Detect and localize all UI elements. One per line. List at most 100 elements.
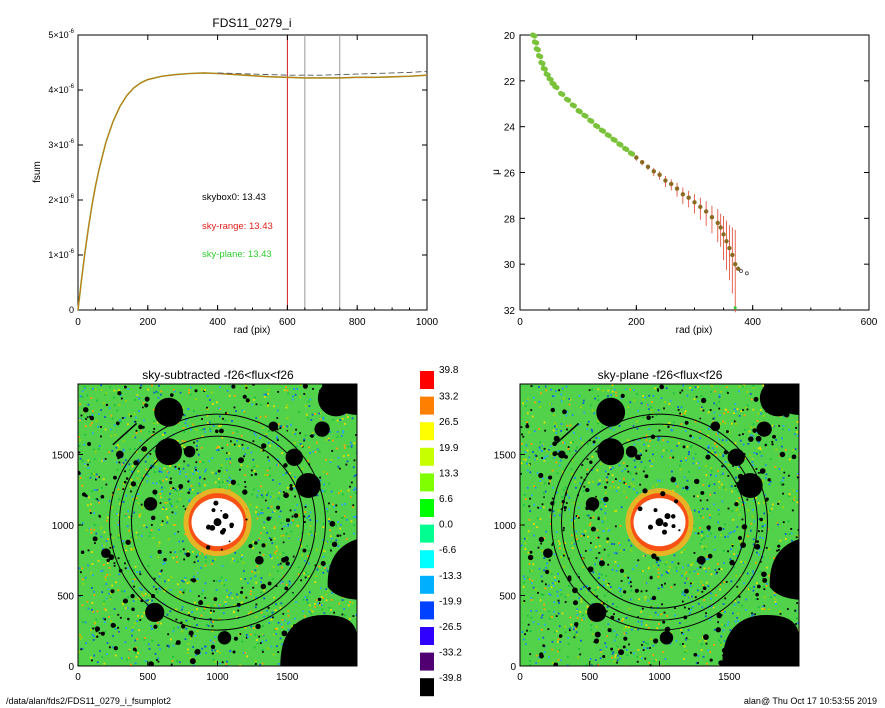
noise-speckle [702,636,704,639]
noise-speckle [672,421,675,424]
masked-point [221,528,227,533]
noise-speckle [705,570,707,573]
noise-speckle [282,552,285,554]
noise-speckle [198,477,201,480]
masked-point [144,396,150,402]
noise-speckle [125,432,128,435]
noise-speckle [530,443,533,445]
noise-speckle [133,447,136,450]
noise-speckle [287,622,289,625]
noise-speckle [260,494,263,497]
masked-point [150,515,156,521]
noise-speckle [620,506,623,509]
noise-speckle [558,464,561,467]
noise-speckle [713,411,716,414]
colorbar-label: -26.5 [439,622,462,633]
noise-speckle [590,428,593,431]
noise-speckle [114,627,117,630]
noise-speckle [616,659,619,662]
noise-speckle [577,539,580,542]
noise-speckle [795,536,798,539]
noise-speckle [241,556,244,558]
y-tick-exponent: -6 [69,249,75,255]
noise-speckle [551,640,554,643]
noise-speckle [144,660,147,663]
noise-speckle [718,438,721,441]
noise-speckle [675,639,678,642]
mu-point [540,60,546,67]
noise-speckle [335,524,338,527]
noise-speckle [587,443,589,445]
noise-speckle [290,530,293,533]
noise-speckle [592,443,595,446]
noise-speckle [330,549,332,552]
noise-speckle [657,389,659,392]
noise-speckle [554,422,557,425]
noise-speckle [226,589,228,592]
noise-speckle [306,595,309,598]
noise-speckle [719,583,722,585]
noise-speckle [221,436,224,439]
noise-speckle [275,603,277,606]
noise-speckle [695,395,698,398]
noise-speckle [109,428,112,431]
noise-speckle [272,653,275,656]
noise-speckle [543,557,546,560]
noise-speckle [529,570,531,573]
noise-speckle [576,617,579,619]
noise-speckle [778,549,780,551]
noise-speckle [136,394,139,397]
noise-speckle [286,425,288,428]
noise-speckle [254,434,257,437]
noise-speckle [731,544,734,547]
noise-speckle [331,450,334,452]
noise-speckle [93,635,96,638]
noise-speckle [620,588,622,590]
masked-point [270,538,273,541]
noise-speckle [307,533,310,536]
noise-speckle [305,413,308,416]
masked-point [132,647,137,652]
noise-speckle [553,576,556,579]
noise-speckle [676,485,679,488]
masked-point [670,476,676,483]
noise-speckle [581,619,583,621]
noise-speckle [655,483,658,486]
noise-speckle [683,594,686,597]
masked-point [538,472,544,478]
noise-speckle [629,472,632,475]
noise-speckle [613,630,616,633]
noise-speckle [713,628,716,631]
noise-speckle [669,399,672,402]
noise-speckle [705,642,708,645]
noise-speckle [193,561,196,564]
noise-speckle [707,451,710,454]
noise-speckle [578,648,580,650]
noise-speckle [353,459,356,462]
noise-speckle [640,657,643,659]
noise-speckle [90,659,93,662]
noise-speckle [269,516,272,519]
noise-speckle [550,445,553,448]
noise-speckle [226,596,229,598]
noise-speckle [558,602,561,604]
noise-speckle [87,607,90,610]
noise-speckle [141,615,144,618]
noise-speckle [290,521,293,524]
noise-speckle [551,615,553,618]
noise-speckle [101,544,104,547]
noise-speckle [722,629,725,632]
noise-speckle [738,390,740,393]
noise-speckle [104,576,107,579]
masked-point [331,541,338,547]
noise-speckle [247,612,250,615]
mu-point [533,40,540,46]
noise-speckle [697,654,700,657]
x-tick-label: 1000 [206,672,229,683]
noise-speckle [564,486,567,489]
noise-speckle [288,621,291,624]
noise-speckle [544,587,547,590]
noise-speckle [347,445,350,448]
noise-speckle [206,414,209,417]
noise-speckle [724,536,727,538]
